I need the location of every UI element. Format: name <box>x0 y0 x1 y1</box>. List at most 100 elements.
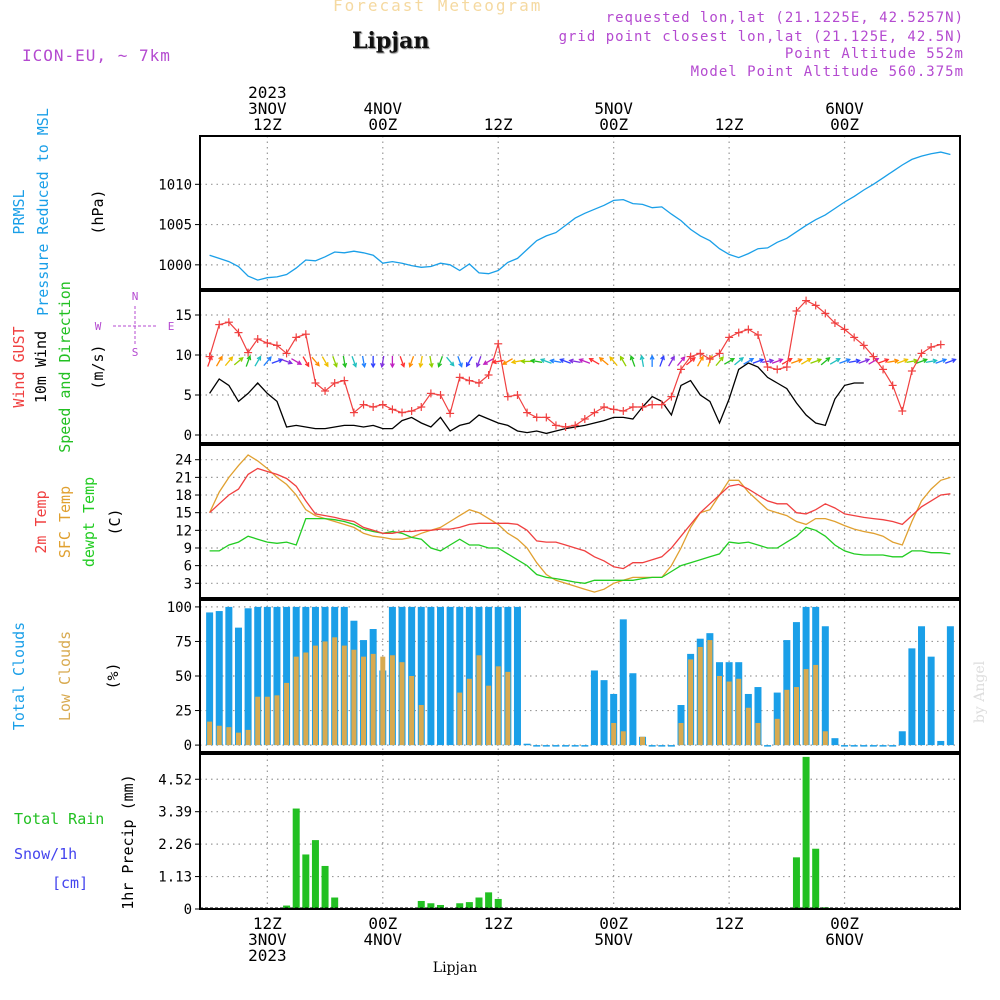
total-cloud-bar <box>581 745 589 747</box>
gust-ylabel: Wind GUST <box>10 326 28 407</box>
wind-arrow-head <box>501 360 508 365</box>
rain-bar <box>456 903 464 909</box>
total-cloud-bar <box>225 606 233 746</box>
gust-marker <box>638 403 647 411</box>
wind-direction-arrow <box>887 358 900 364</box>
total-cloud-bar <box>841 745 849 747</box>
wind-arrow-shaft <box>531 359 543 363</box>
gust-marker <box>850 333 859 342</box>
gust-marker <box>619 407 628 415</box>
wind-direction-arrow <box>639 354 645 367</box>
wind-direction-arrow <box>715 356 724 367</box>
direction-ylabel: Speed and Direction <box>56 281 74 453</box>
low-cloud-bar <box>264 696 270 746</box>
total-cloud-bar <box>523 743 531 746</box>
gust-marker <box>898 407 907 415</box>
wind-arrow-head <box>649 354 655 360</box>
total-cloud-bar <box>764 745 772 747</box>
low-cloud-bar <box>235 732 241 746</box>
wind-direction-arrow <box>839 358 851 364</box>
wind-arrow-shaft <box>579 358 591 364</box>
t2m-ylabel: 2m Temp <box>32 490 50 553</box>
low-cloud-bar <box>505 671 511 746</box>
low-cloud-bar <box>207 721 213 746</box>
total-cloud-bar <box>648 745 656 747</box>
wind-arrow-shaft <box>207 356 213 367</box>
wind-direction-arrow <box>791 358 803 364</box>
gust-marker <box>830 319 839 327</box>
time-label-bottom: 00Z <box>368 914 397 933</box>
snow-label: Snow/1h <box>14 845 77 863</box>
wind-direction-arrow <box>659 354 665 367</box>
wind-arrow-shaft <box>361 355 366 367</box>
wind-arrow-shaft <box>599 357 609 366</box>
wind-arrow-shaft <box>457 356 463 367</box>
wind-arrow-head <box>428 362 434 369</box>
wind-arrow-shaft <box>609 356 618 367</box>
compass-s: S <box>132 346 139 359</box>
wind-arrow-head <box>228 356 234 362</box>
wind-direction-arrow <box>935 358 948 364</box>
wind-arrow-shaft <box>332 356 338 367</box>
time-label-top: 5NOV <box>594 99 633 118</box>
wind-arrow-shaft <box>569 359 581 363</box>
precip-unit: 1hr Precip (mm) <box>119 774 137 909</box>
gust-marker <box>234 328 243 337</box>
total-cloud-bar <box>456 606 464 746</box>
low-cloud-bar <box>389 655 395 746</box>
wind-arrow-head <box>729 357 736 363</box>
y-tick-label: 15 <box>175 506 192 522</box>
wind-arrow-shaft <box>791 358 802 364</box>
wind-arrow-shaft <box>752 358 764 364</box>
low-cloud-bar <box>293 656 299 746</box>
wind-direction-arrow <box>810 358 823 364</box>
wind-arrow-head <box>246 354 252 361</box>
gust-marker <box>215 320 224 329</box>
y-tick-label: 0 <box>184 428 192 444</box>
gust-marker <box>436 391 445 399</box>
wind-direction-arrow <box>686 356 696 366</box>
wind-arrow-shaft <box>419 355 423 367</box>
wind-arrow-shaft <box>925 359 937 363</box>
wind-arrow-head <box>520 358 526 364</box>
wind-arrow-head <box>787 357 793 363</box>
wind-direction-arrow <box>896 358 909 364</box>
gust-marker <box>446 409 455 418</box>
wind-direction-arrow <box>475 356 482 368</box>
rain-bar <box>475 897 483 909</box>
panel-frame-wind <box>199 290 961 444</box>
gust-marker <box>474 379 483 387</box>
wind-direction-arrow <box>379 355 385 369</box>
rain-bar <box>465 902 473 909</box>
wind-arrow-shaft <box>762 359 774 363</box>
credit: by Angel <box>972 660 988 723</box>
rain-bar <box>292 808 300 909</box>
gust-marker <box>426 389 435 398</box>
wind-direction-arrow <box>944 358 957 364</box>
y-tick-label: 1.13 <box>158 870 192 886</box>
gust-marker <box>821 309 830 318</box>
gust-marker <box>349 408 358 417</box>
gust-marker <box>734 328 743 337</box>
wind-arrow-head <box>296 360 303 365</box>
rain-bar <box>302 854 310 909</box>
y-tick-label: 25 <box>175 704 192 720</box>
wind-direction-arrow <box>676 356 686 367</box>
low-cloud-bar <box>370 653 376 746</box>
total-cloud-bar <box>667 745 675 747</box>
wind-direction-arrow <box>781 357 793 365</box>
wind-direction-arrow <box>771 358 784 364</box>
wind-arrow-head <box>699 355 704 361</box>
y-tick-label: 50 <box>175 669 192 685</box>
time-label-bottom: 6NOV <box>825 930 864 949</box>
wind-arrow-shaft <box>224 356 233 367</box>
gust-marker <box>744 325 753 334</box>
total-cloud-bar <box>513 606 521 746</box>
gust-marker <box>407 407 416 415</box>
time-label-bottom: 00Z <box>599 914 628 933</box>
wind-arrow-shaft <box>429 355 433 367</box>
low-cloud-bar <box>774 718 780 746</box>
y-tick-label: 6 <box>184 559 192 575</box>
pressure-line <box>209 151 951 281</box>
time-label-top: 12Z <box>715 115 744 134</box>
